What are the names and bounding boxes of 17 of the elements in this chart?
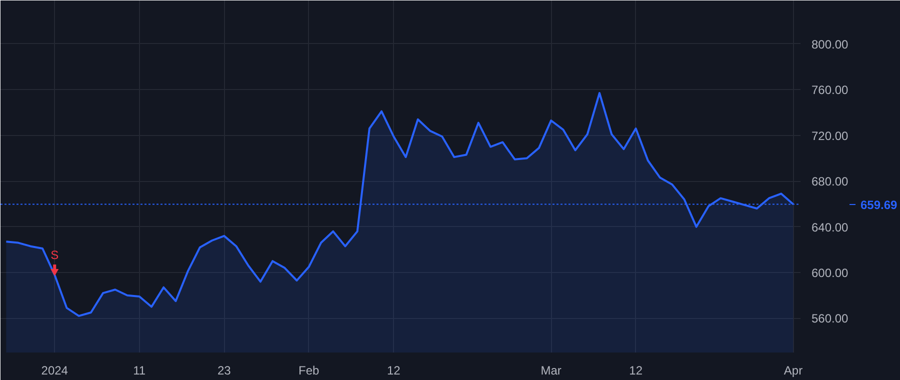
y-tick-label: 560.00 bbox=[812, 312, 849, 326]
x-tick-label: Feb bbox=[298, 364, 320, 378]
annotation: S bbox=[50, 248, 59, 262]
y-tick-label: 760.00 bbox=[812, 83, 849, 98]
ref-line-label: 659.69 bbox=[860, 198, 898, 212]
y-tick-label: 600.00 bbox=[812, 266, 849, 280]
x-tick-label: 12 bbox=[629, 364, 643, 378]
x-tick-label: Mar bbox=[540, 364, 562, 378]
x-tick-label: 11 bbox=[133, 364, 146, 378]
x-tick-label: 2024 bbox=[41, 364, 68, 378]
y-tick-label: 800.00 bbox=[812, 37, 849, 52]
y-tick-label: 720.00 bbox=[812, 128, 849, 143]
x-tick-label: Apr bbox=[784, 364, 803, 378]
y-tick-label: 680.00 bbox=[812, 174, 849, 189]
x-tick-label: 12 bbox=[386, 364, 401, 378]
y-tick-label: 640.00 bbox=[812, 220, 849, 234]
x-tick-label: 23 bbox=[217, 364, 232, 378]
